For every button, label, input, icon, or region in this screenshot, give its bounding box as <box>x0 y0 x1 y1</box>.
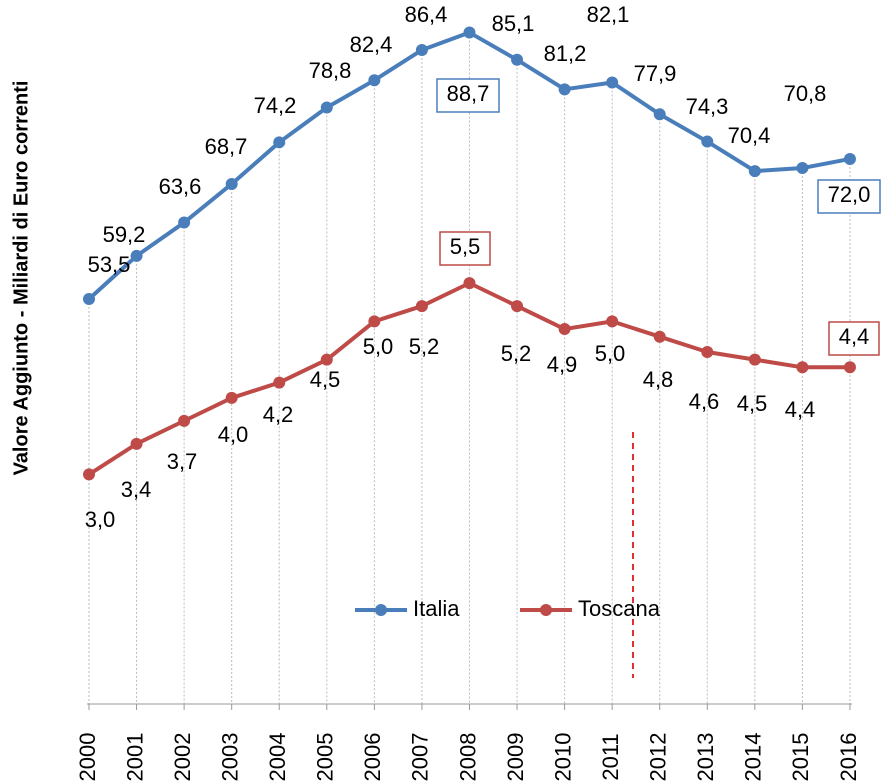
data-label: 81,2 <box>544 41 587 66</box>
point <box>511 53 524 66</box>
x-tick-label: 2009 <box>503 733 528 781</box>
point <box>748 165 761 178</box>
point <box>178 414 191 427</box>
data-label: 82,4 <box>350 32 393 57</box>
data-label: 5,2 <box>409 334 440 359</box>
data-label: 4,4 <box>785 397 816 422</box>
data-label: 78,8 <box>309 58 352 83</box>
label-box <box>817 179 881 214</box>
point <box>701 346 714 358</box>
point <box>273 136 286 149</box>
x-tick-label: 2013 <box>693 733 718 781</box>
point <box>748 353 761 366</box>
data-label: 4,0 <box>218 422 249 447</box>
point <box>796 361 809 374</box>
data-label: 4,5 <box>310 367 341 392</box>
legend-label: Italia <box>413 596 460 621</box>
point <box>320 353 333 366</box>
x-tick-label: 2008 <box>455 733 480 781</box>
label-box <box>439 231 491 266</box>
point <box>843 152 856 165</box>
data-label: 77,9 <box>634 61 677 86</box>
y-axis-title: Valore Aggiunto - Miliardi di Euro corre… <box>10 81 32 476</box>
legend-marker <box>375 604 387 616</box>
point <box>273 376 286 389</box>
point <box>225 391 238 404</box>
legend-item: Toscana <box>520 596 661 621</box>
data-label: 68,7 <box>205 134 248 159</box>
data-label: 5,2 <box>501 341 532 366</box>
legend-item: Italia <box>355 596 460 621</box>
data-label: 4,9 <box>547 352 578 377</box>
point <box>463 277 476 290</box>
data-label: 88,7 <box>447 81 490 106</box>
legend-marker <box>540 604 552 616</box>
x-tick-label: 2001 <box>122 733 147 781</box>
data-label: 4,5 <box>737 391 768 416</box>
x-tick-label: 2005 <box>313 733 338 781</box>
x-tick-label: 2007 <box>408 733 433 781</box>
data-label: 4,8 <box>643 367 674 392</box>
point <box>368 315 381 328</box>
point <box>83 468 95 481</box>
data-label: 3,0 <box>85 507 116 532</box>
data-label: 53,5 <box>88 252 131 277</box>
point <box>415 300 428 313</box>
data-label: 86,4 <box>405 2 448 27</box>
data-label: 5,0 <box>363 334 394 359</box>
x-tick-label: 2002 <box>170 733 195 781</box>
x-tick-label: 2015 <box>788 733 813 781</box>
point <box>606 76 619 89</box>
x-tick-label: 2003 <box>217 733 242 781</box>
data-label: 63,6 <box>159 174 202 199</box>
point <box>653 330 666 343</box>
point <box>701 135 714 148</box>
point <box>225 177 238 190</box>
point <box>83 293 95 306</box>
data-label: 4,2 <box>263 402 294 427</box>
point <box>415 43 428 56</box>
point <box>320 101 333 114</box>
x-tick-label: 2010 <box>550 733 575 781</box>
data-label: 82,1 <box>587 2 630 27</box>
point <box>843 361 856 374</box>
point <box>558 83 571 96</box>
label-box <box>436 78 500 113</box>
point <box>463 26 476 39</box>
data-label: 74,2 <box>254 93 297 118</box>
point <box>130 249 143 262</box>
point <box>368 74 381 87</box>
data-label: 70,8 <box>784 81 827 106</box>
data-label: 5,0 <box>595 341 626 366</box>
data-label: 3,4 <box>121 477 152 502</box>
point <box>558 323 571 336</box>
data-label: 4,4 <box>839 324 870 349</box>
point <box>511 300 524 313</box>
data-label: 70,4 <box>728 123 771 148</box>
data-label: 5,5 <box>450 234 481 259</box>
point <box>178 216 191 229</box>
point <box>796 162 809 175</box>
x-tick-label: 2004 <box>265 733 290 781</box>
data-label: 85,1 <box>492 11 535 36</box>
legend-label: Toscana <box>578 596 661 621</box>
x-tick-label: 2014 <box>741 733 766 781</box>
point <box>653 108 666 121</box>
x-tick-label: 2006 <box>360 733 385 781</box>
x-tick-label: 2011 <box>598 733 623 780</box>
point <box>130 437 143 450</box>
data-label: 74,3 <box>686 94 729 119</box>
x-tick-label: 2016 <box>836 733 861 781</box>
point <box>606 315 619 328</box>
x-tick-label: 2012 <box>646 733 671 781</box>
data-label: 3,7 <box>167 449 198 474</box>
label-box <box>828 321 880 356</box>
data-label: 4,6 <box>689 389 720 414</box>
data-label: 59,2 <box>103 222 146 247</box>
data-label: 72,0 <box>828 182 871 207</box>
x-tick-label: 2000 <box>75 733 100 781</box>
